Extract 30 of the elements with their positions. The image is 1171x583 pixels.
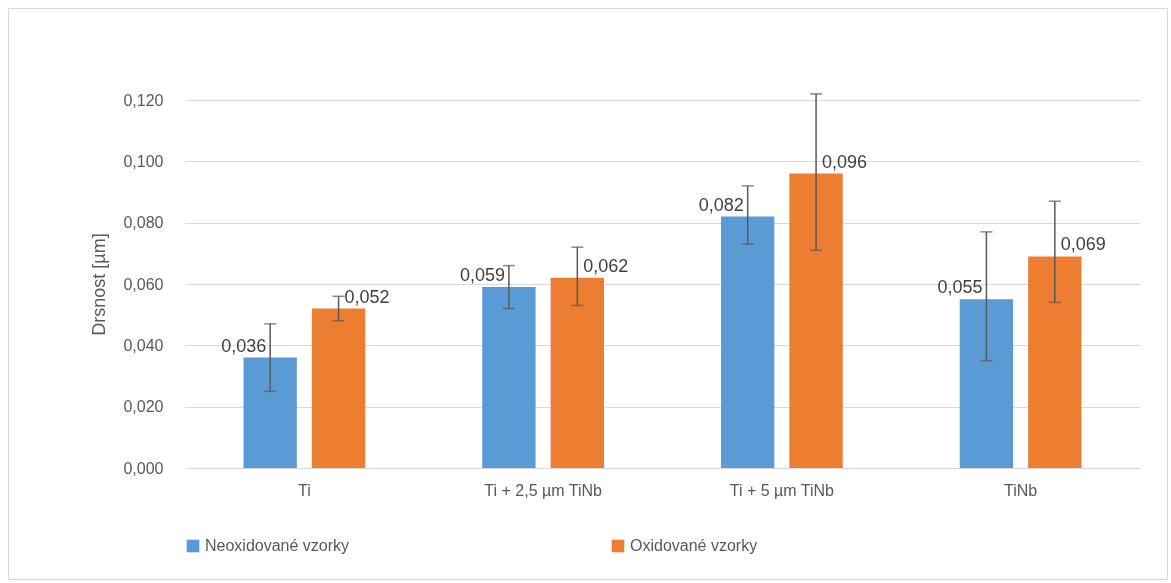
bar bbox=[1028, 256, 1082, 468]
y-tick-label: 0,060 bbox=[123, 275, 164, 293]
y-tick-label: 0,040 bbox=[123, 336, 164, 354]
bar bbox=[959, 299, 1014, 468]
data-label: 0,052 bbox=[344, 286, 390, 307]
y-tick-label: 0,000 bbox=[123, 459, 164, 477]
data-label: 0,069 bbox=[1060, 234, 1106, 255]
bar bbox=[789, 173, 843, 468]
x-tick-label: Ti + 2,5 µm TiNb bbox=[484, 481, 602, 499]
y-tick-label: 0,020 bbox=[123, 398, 164, 416]
x-tick-label: TiNb bbox=[1004, 481, 1038, 499]
x-tick-label: Ti bbox=[298, 481, 311, 499]
data-label: 0,082 bbox=[698, 194, 744, 215]
bar bbox=[550, 277, 605, 468]
y-axis-title: Drsnost [µm] bbox=[89, 233, 110, 336]
data-label: 0,062 bbox=[583, 255, 629, 276]
bar bbox=[311, 308, 366, 468]
legend-label: Oxidované vzorky bbox=[630, 537, 758, 554]
y-tick-label: 0,100 bbox=[123, 152, 164, 170]
data-label: 0,036 bbox=[221, 335, 267, 356]
data-label: 0,055 bbox=[937, 277, 983, 298]
legend-label: Neoxidované vzorky bbox=[205, 537, 350, 554]
y-tick-label: 0,080 bbox=[123, 214, 164, 232]
data-label: 0,059 bbox=[459, 265, 505, 286]
y-tick-label: 0,120 bbox=[123, 91, 164, 109]
bar bbox=[243, 357, 297, 468]
x-tick-label: Ti + 5 µm TiNb bbox=[729, 481, 835, 499]
bar bbox=[482, 287, 536, 468]
data-label: 0,096 bbox=[822, 151, 868, 172]
bar bbox=[720, 216, 775, 468]
